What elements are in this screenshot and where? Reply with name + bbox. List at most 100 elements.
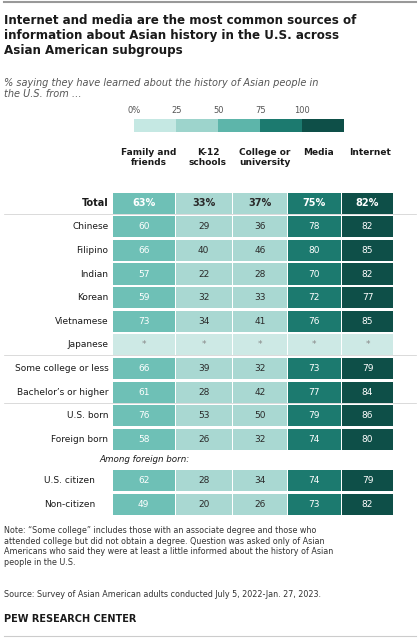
Bar	[233, 405, 287, 426]
Bar	[342, 287, 393, 308]
Text: 26: 26	[254, 500, 266, 509]
Text: 75%: 75%	[303, 198, 326, 208]
Text: 100: 100	[294, 107, 310, 115]
Bar	[288, 263, 341, 285]
Text: U.S. citizen: U.S. citizen	[44, 476, 95, 486]
Bar	[288, 311, 341, 332]
Bar	[134, 119, 176, 132]
Bar	[113, 287, 175, 308]
Text: Filipino: Filipino	[76, 246, 108, 255]
Text: 26: 26	[198, 434, 210, 444]
Text: *: *	[202, 340, 206, 350]
Text: 85: 85	[362, 316, 373, 326]
Text: 22: 22	[198, 269, 209, 279]
Bar	[233, 429, 287, 450]
Text: Family and
friends: Family and friends	[121, 148, 177, 167]
Text: 39: 39	[198, 364, 210, 373]
Bar	[176, 193, 232, 214]
Bar	[288, 240, 341, 261]
Text: Foreign born: Foreign born	[51, 434, 108, 444]
Text: PEW RESEARCH CENTER: PEW RESEARCH CENTER	[4, 614, 136, 625]
Text: 34: 34	[198, 316, 210, 326]
Bar	[113, 334, 175, 355]
Text: Vietnamese: Vietnamese	[55, 316, 108, 326]
Bar	[176, 358, 232, 379]
Bar	[302, 119, 344, 132]
Bar	[113, 405, 175, 426]
Bar	[342, 240, 393, 261]
Text: 42: 42	[255, 387, 265, 397]
Text: 85: 85	[362, 246, 373, 255]
Bar	[342, 405, 393, 426]
Text: 33: 33	[254, 293, 266, 302]
Text: 70: 70	[309, 269, 320, 279]
Bar	[342, 193, 393, 214]
Text: 82: 82	[362, 269, 373, 279]
Text: 76: 76	[138, 411, 150, 420]
Text: 66: 66	[138, 364, 150, 373]
Text: 76: 76	[309, 316, 320, 326]
Text: 73: 73	[309, 364, 320, 373]
Text: 63%: 63%	[132, 198, 155, 208]
Bar	[288, 405, 341, 426]
Text: 60: 60	[138, 222, 150, 232]
Bar	[233, 193, 287, 214]
Text: % saying they have learned about the history of Asian people in
the U.S. from …: % saying they have learned about the his…	[4, 78, 319, 100]
Text: Bachelor’s or higher: Bachelor’s or higher	[17, 387, 108, 397]
Bar	[233, 311, 287, 332]
Text: 53: 53	[198, 411, 210, 420]
Text: *: *	[142, 340, 146, 350]
Text: Total: Total	[81, 198, 108, 208]
Text: 32: 32	[254, 364, 266, 373]
Bar	[176, 240, 232, 261]
Text: 33%: 33%	[192, 198, 215, 208]
Text: 59: 59	[138, 293, 150, 302]
Bar	[233, 334, 287, 355]
Text: 80: 80	[362, 434, 373, 444]
Text: 72: 72	[309, 293, 320, 302]
Bar	[233, 382, 287, 403]
Text: 36: 36	[254, 222, 266, 232]
Text: 62: 62	[138, 476, 150, 486]
Bar	[176, 382, 232, 403]
Bar	[342, 216, 393, 237]
Text: 74: 74	[309, 434, 320, 444]
Text: Internet and media are the most common sources of
information about Asian histor: Internet and media are the most common s…	[4, 14, 357, 57]
Bar	[176, 119, 218, 132]
Text: 75: 75	[255, 107, 266, 115]
Text: 73: 73	[309, 500, 320, 509]
Bar	[176, 263, 232, 285]
Text: 86: 86	[362, 411, 373, 420]
Bar	[342, 358, 393, 379]
Bar	[342, 494, 393, 515]
Text: Note: “Some college” includes those with an associate degree and those who
atten: Note: “Some college” includes those with…	[4, 526, 333, 567]
Text: 37%: 37%	[248, 198, 272, 208]
Text: 79: 79	[362, 476, 373, 486]
Text: *: *	[365, 340, 370, 350]
Bar	[288, 287, 341, 308]
Text: 20: 20	[198, 500, 210, 509]
Bar	[288, 216, 341, 237]
Text: 34: 34	[254, 476, 266, 486]
Text: 78: 78	[309, 222, 320, 232]
Bar	[342, 382, 393, 403]
Bar	[113, 494, 175, 515]
Text: 28: 28	[198, 387, 210, 397]
Bar	[288, 429, 341, 450]
Bar	[233, 494, 287, 515]
Text: 25: 25	[171, 107, 182, 115]
Bar	[233, 470, 287, 491]
Bar	[233, 240, 287, 261]
Bar	[288, 470, 341, 491]
Text: College or
university: College or university	[239, 148, 290, 167]
Text: 61: 61	[138, 387, 150, 397]
Text: Chinese: Chinese	[72, 222, 108, 232]
Text: 82: 82	[362, 222, 373, 232]
Bar	[342, 334, 393, 355]
Bar	[288, 358, 341, 379]
Text: 77: 77	[362, 293, 373, 302]
Bar	[176, 405, 232, 426]
Text: Non-citizen: Non-citizen	[44, 500, 95, 509]
Bar	[288, 334, 341, 355]
Bar	[176, 470, 232, 491]
